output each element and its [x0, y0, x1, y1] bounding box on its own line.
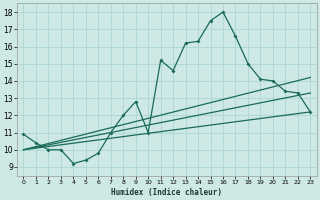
- X-axis label: Humidex (Indice chaleur): Humidex (Indice chaleur): [111, 188, 222, 197]
